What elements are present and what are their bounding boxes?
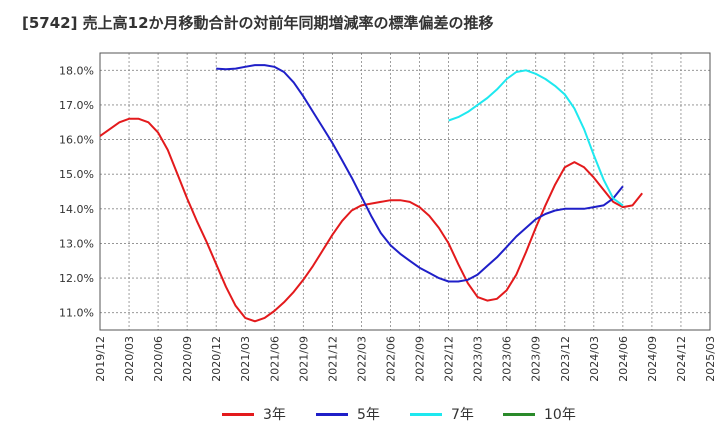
legend-label: 10年 [544,407,576,423]
legend: 3年 5年 7年 10年 [0,404,720,426]
legend-swatch [503,412,535,416]
legend-label: 5年 [357,407,380,423]
x-tick-label: 2025/03 [704,336,717,382]
series-line-7年 [448,69,624,207]
x-tick-label: 2022/06 [384,336,397,382]
grid [99,53,711,330]
y-tick-label: 18.0% [59,64,94,77]
x-tick-label: 2020/03 [123,336,136,382]
legend-label: 7年 [451,407,474,423]
legend-item: 7年 [410,404,474,424]
x-tick-label: 2024/09 [646,336,659,382]
legend-swatch [410,412,442,416]
x-tick-label: 2022/12 [443,336,456,382]
x-tick-label: 2022/09 [414,336,427,382]
legend-item: 10年 [503,404,576,424]
x-tick-label: 2020/09 [181,336,194,382]
y-tick-label: 15.0% [59,168,94,181]
x-tick-label: 2020/06 [152,336,165,382]
x-tick-label: 2024/06 [617,336,630,382]
legend-swatch [316,412,348,416]
x-axis: 2019/12 2020/03 2020/06 2020/09 2020/12 2021/… [94,336,717,382]
y-tick-label: 11.0% [59,307,94,320]
legend-label: 3年 [263,407,286,423]
x-tick-label: 2023/12 [559,336,572,382]
x-tick-label: 2023/09 [530,336,543,382]
series-line-3年 [99,117,643,323]
chart-title: [5742] 売上高12か月移動合計の対前年同期増減率の標準偏差の推移 [22,14,494,32]
x-tick-label: 2019/12 [94,336,107,382]
y-axis: 11.0% 12.0% 13.0% 14.0% 15.0% 16.0% 17.0% 18.0% [59,64,94,319]
y-tick-label: 14.0% [59,203,94,216]
x-tick-label: 2020/12 [210,336,223,382]
y-tick-label: 16.0% [59,134,94,147]
x-tick-label: 2023/03 [472,336,485,382]
x-tick-label: 2021/12 [326,336,339,382]
x-tick-label: 2021/09 [297,336,310,382]
plot-frame [99,52,711,331]
x-tick-label: 2021/03 [239,336,252,382]
series-lines [99,64,643,323]
x-tick-label: 2024/03 [588,336,601,382]
x-tick-label: 2021/06 [268,336,281,382]
x-tick-label: 2024/12 [675,336,688,382]
legend-swatch [222,412,254,416]
x-tick-label: 2023/06 [501,336,514,382]
series-line-5年 [216,64,624,283]
y-tick-label: 13.0% [59,237,94,250]
y-tick-label: 17.0% [59,99,94,112]
x-tick-label: 2022/03 [355,336,368,382]
legend-item: 3年 [222,404,286,424]
legend-item: 5年 [316,404,380,424]
y-tick-label: 12.0% [59,272,94,285]
